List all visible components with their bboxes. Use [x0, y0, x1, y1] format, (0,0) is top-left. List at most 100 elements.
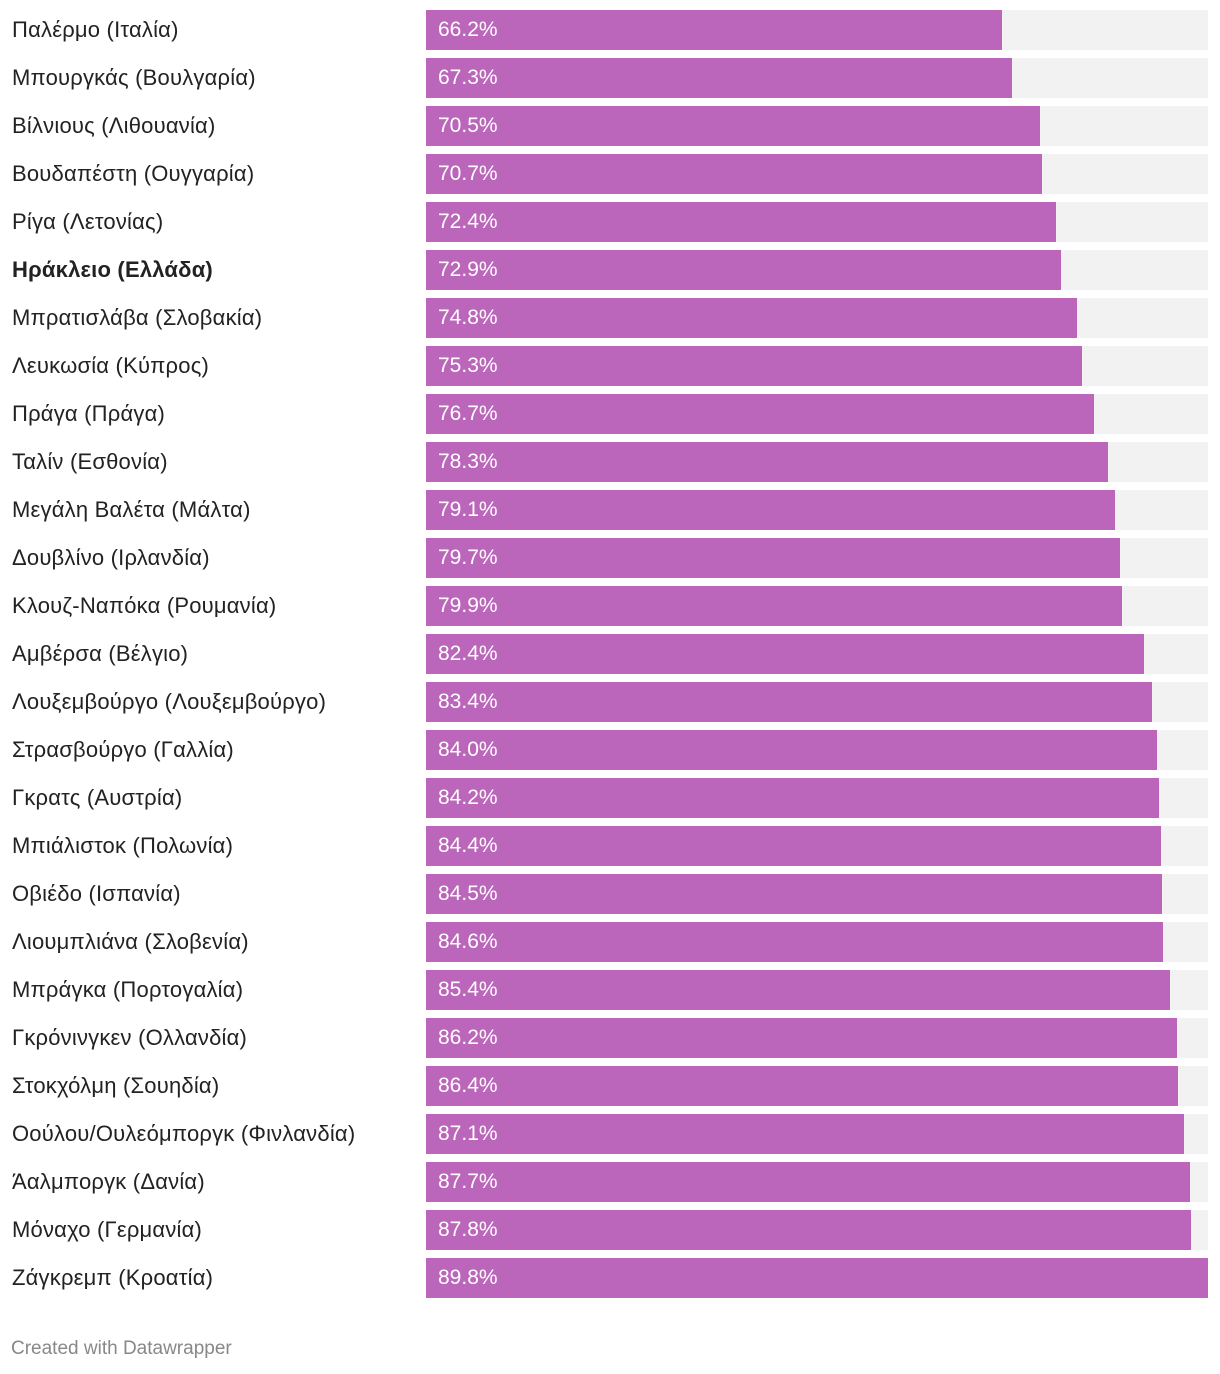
bar-track: 78.3% — [426, 442, 1208, 482]
bar — [426, 298, 1077, 338]
bar-row: Οούλου/Ουλεόμποργκ (Φινλανδία) 87.1% — [0, 1114, 1220, 1162]
bar-label: Ρίγα (Λετονίας) — [12, 209, 164, 234]
bar — [426, 586, 1122, 626]
bar-label: Γκρατς (Αυστρία) — [12, 785, 183, 810]
bar-row: Παλέρμο (Ιταλία) 66.2% — [0, 10, 1220, 58]
bar-track: 84.2% — [426, 778, 1208, 818]
bar — [426, 490, 1115, 530]
bar-label: Ηράκλειο (Ελλάδα) — [12, 257, 213, 282]
bar — [426, 394, 1094, 434]
bar-value-label: 66.2% — [438, 18, 498, 41]
bar-row: Μπράγκα (Πορτογαλία) 85.4% — [0, 970, 1220, 1018]
bar-label: Οούλου/Ουλεόμποργκ (Φινλανδία) — [12, 1121, 356, 1146]
bar-row: Μπουργκάς (Βουλγαρία) 67.3% — [0, 58, 1220, 106]
bar-track: 87.8% — [426, 1210, 1208, 1250]
bar-row: Γκρατς (Αυστρία) 84.2% — [0, 778, 1220, 826]
bar — [426, 826, 1161, 866]
bar-row: Άαλμποργκ (Δανία) 87.7% — [0, 1162, 1220, 1210]
bar-label: Πράγα (Πράγα) — [12, 401, 166, 426]
bar-value-label: 84.2% — [438, 786, 498, 809]
bar-track: 84.4% — [426, 826, 1208, 866]
bar — [426, 682, 1152, 722]
bar-row: Λιουμπλιάνα (Σλοβενία) 84.6% — [0, 922, 1220, 970]
bar-value-label: 72.9% — [438, 258, 498, 281]
bar-row: Οβιέδο (Ισπανία) 84.5% — [0, 874, 1220, 922]
bar-track: 89.8% — [426, 1258, 1208, 1298]
bar-track: 79.1% — [426, 490, 1208, 530]
bar-label: Μπρατισλάβα (Σλοβακία) — [12, 305, 263, 330]
bar-row: Λευκωσία (Κύπρος) 75.3% — [0, 346, 1220, 394]
bar-label: Μεγάλη Βαλέτα (Μάλτα) — [12, 497, 251, 522]
bar-value-label: 86.4% — [438, 1074, 498, 1097]
bar — [426, 346, 1082, 386]
bar — [426, 1210, 1191, 1250]
bar-label: Λουξεμβούργο (Λουξεμβούργο) — [12, 689, 327, 714]
bar-track: 87.7% — [426, 1162, 1208, 1202]
bar-value-label: 87.1% — [438, 1122, 498, 1145]
bar-label: Μπιάλιστοκ (Πολωνία) — [12, 833, 234, 858]
bar-value-label: 84.0% — [438, 738, 498, 761]
bar — [426, 538, 1120, 578]
bar — [426, 874, 1162, 914]
bar-value-label: 84.4% — [438, 834, 498, 857]
bar-value-label: 87.7% — [438, 1170, 498, 1193]
bar — [426, 106, 1040, 146]
bar — [426, 442, 1108, 482]
bar — [426, 58, 1012, 98]
bar-value-label: 87.8% — [438, 1218, 498, 1241]
bar-value-label: 79.1% — [438, 498, 498, 521]
bar-track: 87.1% — [426, 1114, 1208, 1154]
bar-value-label: 79.9% — [438, 594, 498, 617]
bar-value-label: 82.4% — [438, 642, 498, 665]
bar-row: Μπρατισλάβα (Σλοβακία) 74.8% — [0, 298, 1220, 346]
bar-row: Μπιάλιστοκ (Πολωνία) 84.4% — [0, 826, 1220, 874]
bar-row: Δουβλίνο (Ιρλανδία) 79.7% — [0, 538, 1220, 586]
bar — [426, 1066, 1178, 1106]
bar-row: Μόναχο (Γερμανία) 87.8% — [0, 1210, 1220, 1258]
bar-row: Ηράκλειο (Ελλάδα) 72.9% — [0, 250, 1220, 298]
datawrapper-credit: Created with Datawrapper — [11, 1338, 232, 1359]
bar — [426, 154, 1042, 194]
bar-value-label: 70.5% — [438, 114, 498, 137]
bar-track: 85.4% — [426, 970, 1208, 1010]
bar-track: 66.2% — [426, 10, 1208, 50]
bar — [426, 202, 1056, 242]
bar — [426, 1018, 1177, 1058]
bar-label: Κλουζ-Ναπόκα (Ρουμανία) — [12, 593, 277, 618]
bar-row: Γκρόνινγκεν (Ολλανδία) 86.2% — [0, 1018, 1220, 1066]
bar — [426, 10, 1002, 50]
bar-row: Βίλνιους (Λιθουανία) 70.5% — [0, 106, 1220, 154]
bar-track: 83.4% — [426, 682, 1208, 722]
bar-value-label: 67.3% — [438, 66, 498, 89]
bar-value-label: 79.7% — [438, 546, 498, 569]
bar-value-label: 84.5% — [438, 882, 498, 905]
bar — [426, 250, 1061, 290]
bar-row: Κλουζ-Ναπόκα (Ρουμανία) 79.9% — [0, 586, 1220, 634]
bar-track: 84.6% — [426, 922, 1208, 962]
bar-label: Μπουργκάς (Βουλγαρία) — [12, 65, 256, 90]
bar-value-label: 83.4% — [438, 690, 498, 713]
bar-row: Ταλίν (Εσθονία) 78.3% — [0, 442, 1220, 490]
bar-label: Ζάγκρεμπ (Κροατία) — [12, 1265, 214, 1290]
bar-label: Γκρόνινγκεν (Ολλανδία) — [12, 1025, 248, 1050]
bar — [426, 1114, 1184, 1154]
bar — [426, 778, 1159, 818]
bar-label: Στοκχόλμη (Σουηδία) — [12, 1073, 220, 1098]
bar-label: Μπράγκα (Πορτογαλία) — [12, 977, 244, 1002]
bar-track: 79.7% — [426, 538, 1208, 578]
bar-row: Αμβέρσα (Βέλγιο) 82.4% — [0, 634, 1220, 682]
bar-label: Οβιέδο (Ισπανία) — [12, 881, 181, 906]
bar — [426, 922, 1163, 962]
bar-track: 67.3% — [426, 58, 1208, 98]
bar-row: Στοκχόλμη (Σουηδία) 86.4% — [0, 1066, 1220, 1114]
bar-label: Λευκωσία (Κύπρος) — [12, 353, 210, 378]
bar-track: 74.8% — [426, 298, 1208, 338]
bar-row: Πράγα (Πράγα) 76.7% — [0, 394, 1220, 442]
bar-track: 75.3% — [426, 346, 1208, 386]
bar-label: Στρασβούργο (Γαλλία) — [12, 737, 234, 762]
bar-label: Δουβλίνο (Ιρλανδία) — [12, 545, 210, 570]
bar — [426, 970, 1170, 1010]
bar-track: 86.4% — [426, 1066, 1208, 1106]
bar — [426, 730, 1157, 770]
bar — [426, 634, 1144, 674]
